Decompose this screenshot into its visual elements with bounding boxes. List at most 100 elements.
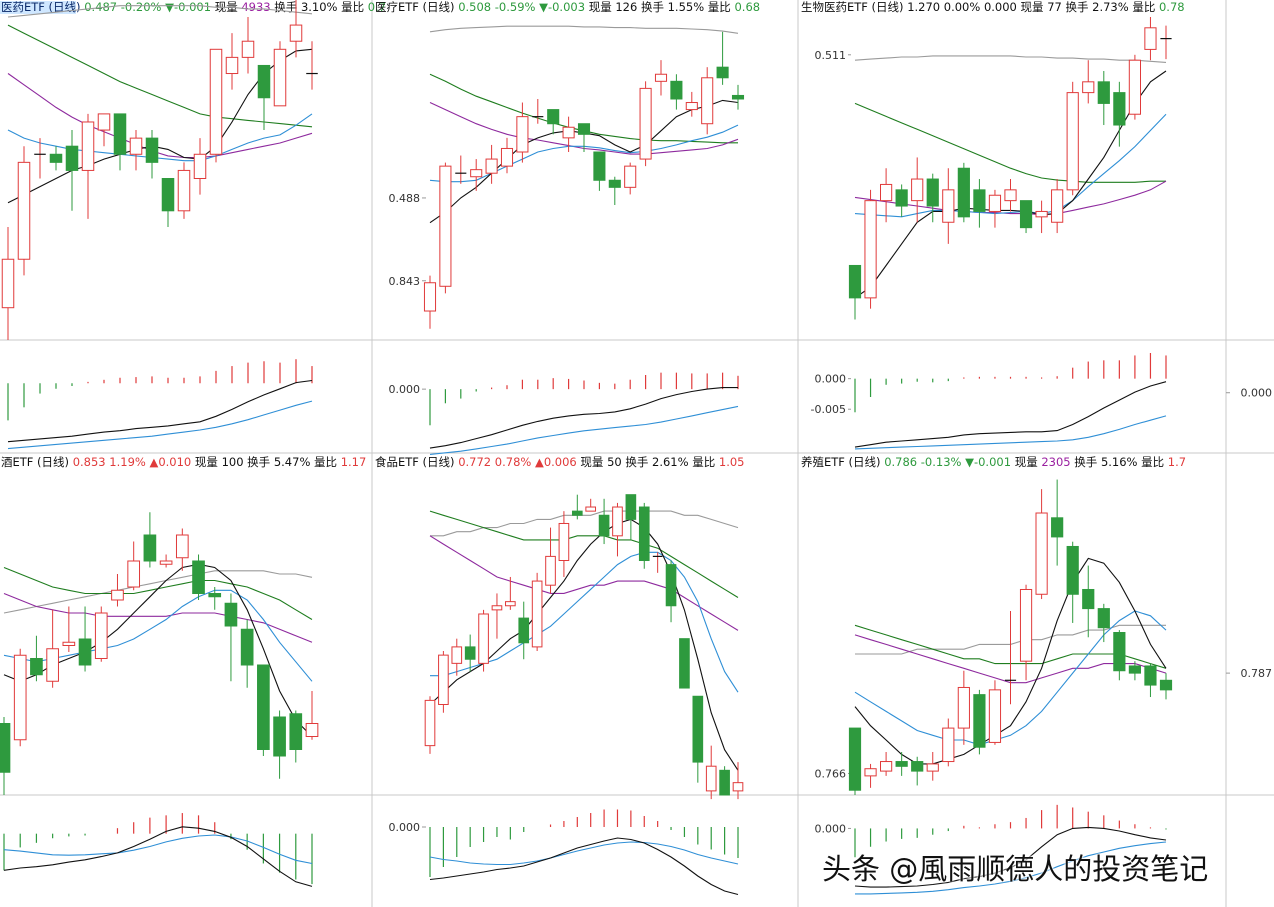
- chart-panel-1[interactable]: 医药ETF (日线) 0.487 -0.20% ▼-0.001 现量 4933 …: [0, 0, 386, 450]
- price-label: 0.843: [389, 275, 421, 288]
- header-segment: 现量 126 换手 1.55% 量比: [585, 0, 734, 14]
- candlestick: [988, 680, 1002, 745]
- candlestick: [864, 763, 877, 788]
- candlestick: [464, 634, 476, 672]
- price-label-right: 0.787: [1241, 667, 1273, 680]
- candlestick: [1, 226, 15, 340]
- candlestick: [1113, 630, 1126, 681]
- chart-panel-5[interactable]: 食品ETF (日线) 0.772 0.78% ▲0.006 现量 50 换手 2…: [375, 0, 745, 896]
- candle-body-up: [1035, 210, 1048, 218]
- candlestick: [455, 155, 467, 184]
- candle-body-up: [470, 169, 483, 178]
- candle-body-up: [1035, 512, 1048, 595]
- moving-average-ma10: [7, 113, 313, 162]
- candlestick: [973, 179, 986, 228]
- candlestick: [880, 751, 893, 776]
- candle-body-down: [593, 151, 606, 181]
- header-segment: ▲0.010: [149, 455, 191, 469]
- candlestick: [1004, 610, 1017, 705]
- candle-body-up: [423, 282, 437, 312]
- candlestick: [111, 574, 124, 607]
- candlestick: [240, 619, 254, 688]
- candle-body-up: [97, 113, 111, 131]
- macd-dif-line: [3, 826, 313, 887]
- header-segment: 现量 50 换手 2.61% 量比: [577, 455, 719, 469]
- moving-average-ma30: [854, 102, 1166, 183]
- chart-panel-2[interactable]: 医疗ETF (日线) 0.508 -0.59% ▼-0.003 现量 126 换…: [375, 0, 760, 455]
- candlestick: [94, 606, 108, 662]
- macd-dea-line: [3, 834, 313, 865]
- candlestick: [78, 606, 92, 672]
- candle-body-up: [439, 165, 452, 287]
- candlestick: [305, 691, 319, 740]
- header-segment: ▼-0.001: [165, 0, 211, 14]
- candlestick: [988, 189, 1002, 228]
- candle-body-up: [159, 560, 173, 565]
- macd-dif-line: [854, 381, 1167, 448]
- candlestick: [639, 81, 652, 167]
- moving-average-ma10: [430, 551, 739, 693]
- candlestick: [175, 528, 189, 571]
- header-segment: 0.68: [734, 0, 760, 14]
- header-segment: 1.05: [719, 455, 745, 469]
- candle-body-down: [895, 761, 908, 767]
- candle-body-down: [1113, 92, 1126, 126]
- candle-body-down: [1019, 200, 1033, 229]
- chart-panel-4[interactable]: 酒ETF (日线) 0.853 1.19% ▲0.010 现量 100 换手 5…: [0, 455, 366, 887]
- candlestick: [485, 144, 498, 184]
- macd-dea-line: [855, 841, 1167, 895]
- candle-body-down: [926, 178, 939, 207]
- moving-average-ma20: [7, 73, 313, 159]
- candle-body-up: [880, 183, 893, 202]
- header-segment: 4933: [241, 0, 270, 14]
- candlestick: [719, 766, 730, 796]
- candle-body-down: [78, 638, 92, 666]
- candle-body-down: [625, 494, 637, 520]
- header-segment: 1.17: [341, 455, 367, 469]
- candlestick: [478, 609, 489, 672]
- moving-average-ma60: [7, 5, 313, 18]
- candle-body-down: [257, 664, 270, 750]
- candle-body-down: [161, 178, 175, 212]
- candle-body-up: [701, 77, 714, 125]
- candlestick: [505, 576, 516, 610]
- candle-body-down: [224, 602, 238, 627]
- candle-body-up: [612, 506, 623, 537]
- moving-average-ma5: [429, 518, 739, 771]
- candlestick: [306, 41, 318, 90]
- candlestick: [608, 176, 621, 206]
- candlestick: [257, 64, 271, 131]
- candlestick: [516, 102, 529, 163]
- candle-body-up: [880, 761, 893, 772]
- moving-average-ma60: [430, 510, 739, 537]
- moving-average-ma20: [429, 535, 739, 631]
- candlestick: [1160, 25, 1172, 60]
- candlestick: [848, 727, 862, 795]
- panel-header: 酒ETF (日线) 0.853 1.19% ▲0.010 现量 100 换手 5…: [1, 455, 366, 469]
- candlestick: [593, 151, 606, 191]
- candlestick: [973, 689, 986, 755]
- candlestick: [732, 762, 744, 800]
- candle-body-up: [585, 506, 597, 512]
- chart-panel-6[interactable]: 养殖ETF (日线) 0.786 -0.13% ▼-0.001 现量 2305 …: [801, 455, 1273, 895]
- candle-body-up: [127, 560, 141, 588]
- candle-body-up: [1051, 189, 1064, 223]
- candlestick: [705, 745, 717, 800]
- candlestick: [1128, 54, 1141, 120]
- candlestick: [127, 541, 141, 591]
- candle-body-up: [654, 73, 668, 82]
- candle-body-up: [424, 699, 436, 747]
- candlestick: [957, 670, 970, 745]
- candlestick: [531, 572, 543, 652]
- candlestick: [942, 168, 955, 244]
- candle-body-up: [988, 689, 1002, 743]
- candlestick: [598, 498, 610, 545]
- candlestick: [1144, 17, 1157, 61]
- candle-body-up: [491, 605, 503, 611]
- candlestick: [424, 696, 436, 754]
- candlestick: [895, 184, 908, 217]
- chart-panel-3[interactable]: 生物医药ETF (日线) 1.270 0.00% 0.000 现量 77 换手 …: [801, 0, 1272, 450]
- candlestick: [1097, 71, 1110, 126]
- candlestick: [0, 717, 11, 795]
